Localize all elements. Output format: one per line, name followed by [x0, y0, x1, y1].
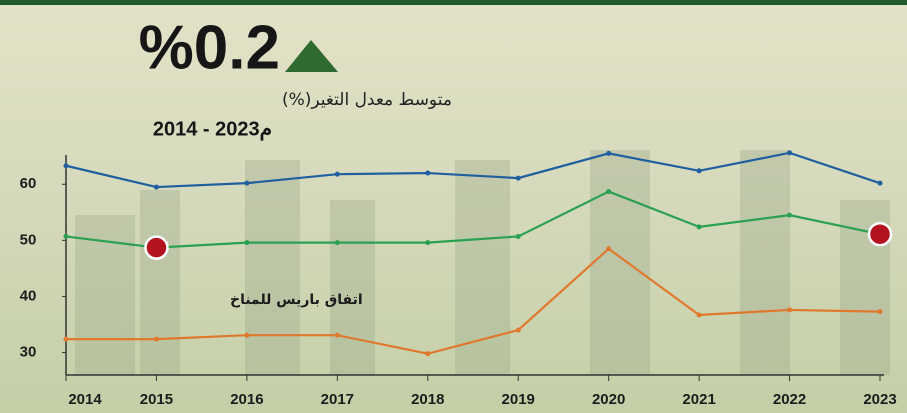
- y-tick-label: 60: [20, 175, 37, 192]
- point: [697, 224, 702, 229]
- x-tick-label: 2022: [773, 391, 806, 408]
- point: [606, 151, 611, 156]
- x-tick-label: 2014: [68, 391, 102, 408]
- x-tick-label: 2021: [682, 391, 715, 408]
- point: [64, 163, 69, 168]
- point: [878, 181, 883, 186]
- point: [787, 213, 792, 218]
- x-tick-label: 2023: [863, 391, 896, 408]
- point: [244, 181, 249, 186]
- point: [244, 240, 249, 245]
- x-tick-label: 2016: [230, 391, 263, 408]
- highlight-point: [145, 237, 167, 259]
- top-bar: [0, 0, 907, 5]
- x-tick-label: 2020: [592, 391, 625, 408]
- point: [516, 176, 521, 181]
- point: [154, 185, 159, 190]
- point: [244, 333, 249, 338]
- chart: %0.2 متوسط معدل التغير(%) 2014 - 2023م ا…: [0, 0, 907, 413]
- x-tick-label: 2018: [411, 391, 444, 408]
- point: [335, 333, 340, 338]
- annotation: اتفاق باريس للمناخ: [230, 292, 363, 308]
- point: [878, 309, 883, 314]
- point: [787, 307, 792, 312]
- point: [335, 240, 340, 245]
- y-tick-label: 50: [20, 231, 37, 248]
- point: [516, 234, 521, 239]
- x-tick-label: 2019: [502, 391, 535, 408]
- point: [606, 246, 611, 251]
- y-tick-label: 30: [20, 344, 37, 361]
- point: [516, 328, 521, 333]
- point: [787, 150, 792, 155]
- point: [64, 337, 69, 342]
- point: [606, 189, 611, 194]
- subtitle: متوسط معدل التغير(%): [282, 90, 452, 110]
- period: 2014 - 2023م: [153, 118, 272, 141]
- y-tick-label: 40: [20, 287, 37, 304]
- point: [425, 240, 430, 245]
- highlight-point: [869, 223, 891, 245]
- point: [425, 171, 430, 176]
- point: [154, 337, 159, 342]
- headline: %0.2: [139, 13, 280, 82]
- point: [335, 172, 340, 177]
- point: [64, 234, 69, 239]
- x-tick-label: 2017: [321, 391, 354, 408]
- point: [425, 351, 430, 356]
- point: [697, 168, 702, 173]
- point: [697, 312, 702, 317]
- x-tick-label: 2015: [140, 391, 173, 408]
